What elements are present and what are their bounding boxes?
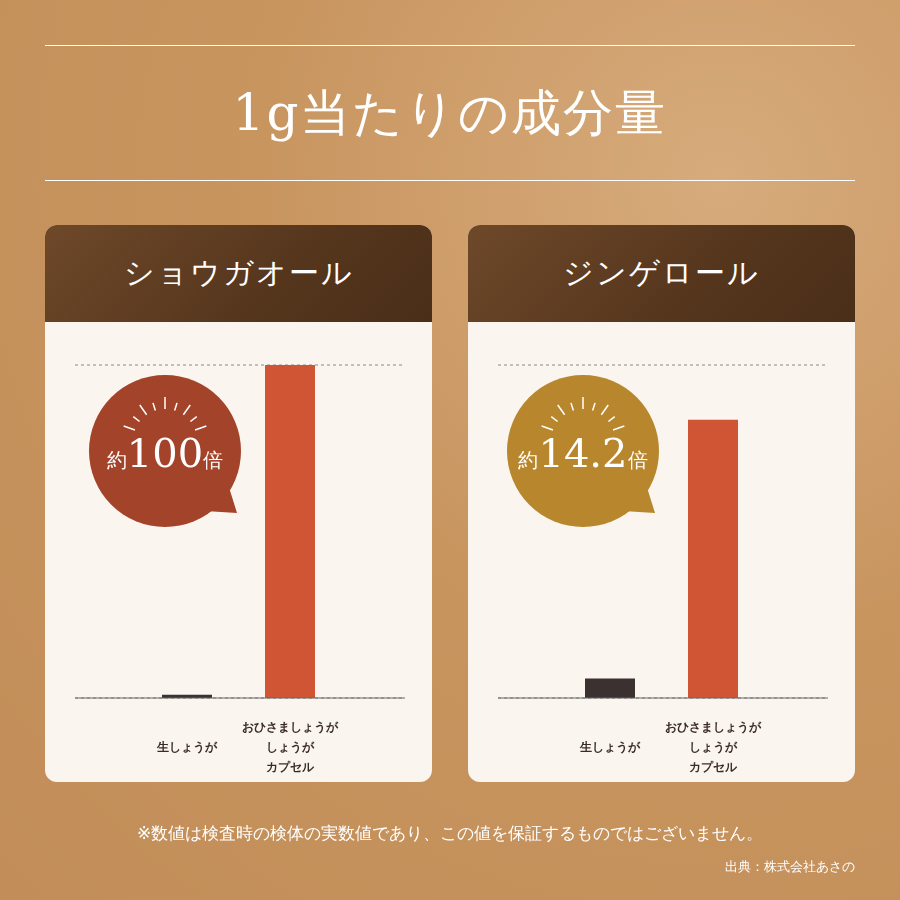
html-text:ショウガオール: ショウガオール [123,255,354,290]
html-text:出典：株式会社あさの: 出典：株式会社あさの [725,859,855,874]
html-text:※数値は検査時の検体の実数値であり、この値を保証するものでは: ※数値は検査時の検体の実数値であり、この値を保証するものではございません。 [136,823,764,843]
svg-text:約100倍: 約100倍 [107,430,223,476]
svg-text:生しょうが: 生しょうが [156,740,218,754]
svg-text:おひさましょうがしょうがカプセル: おひさましょうがしょうがカプセル [242,720,339,774]
html-text:ジンゲロール: ジンゲロール [563,255,760,290]
html-text:1g当たりの成分量: 1g当たりの成分量 [232,84,668,142]
svg-text:生しょうが: 生しょうが [579,740,641,754]
svg-text:約14.2倍: 約14.2倍 [518,430,647,476]
svg-text:おひさましょうがしょうがカプセル: おひさましょうがしょうがカプセル [665,720,762,774]
